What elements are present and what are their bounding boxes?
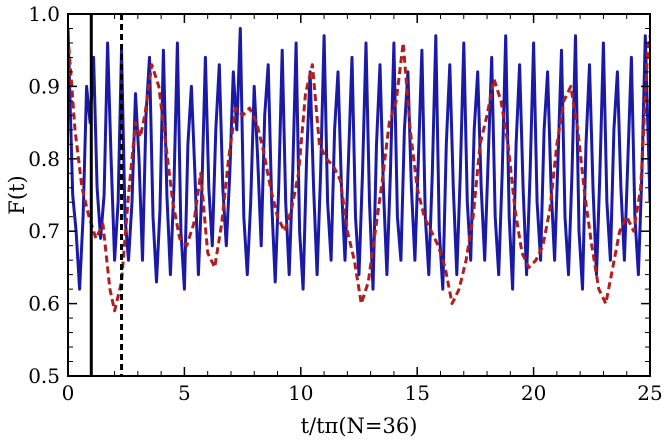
plot-frame (67, 13, 651, 377)
vertical-markers (89, 14, 124, 376)
x-tick-label: 25 (637, 381, 662, 405)
x-axis-label: t/tπ(N=36) (301, 414, 418, 438)
y-axis-label: F(t) (5, 175, 29, 214)
x-tick-label: 20 (521, 381, 546, 405)
series-layer (68, 27, 650, 313)
y-tick-label: 0.7 (28, 219, 60, 243)
y-tick-label: 0.5 (28, 364, 60, 388)
x-tick-label: 15 (404, 381, 429, 405)
dashed-series-line (68, 35, 650, 313)
x-tick-label: 0 (62, 381, 75, 405)
y-tick-label: 0.6 (28, 292, 60, 316)
y-tick-label: 1.0 (28, 2, 60, 26)
y-tick-label: 0.9 (28, 74, 60, 98)
x-tick-label: 10 (288, 381, 313, 405)
axis-ticks: 0 5 10 15 20 25 0.5 0.6 0.7 0.8 0.9 1.0 (28, 2, 663, 405)
y-tick-label: 0.8 (28, 147, 60, 171)
x-tick-label: 5 (178, 381, 191, 405)
solid-series-line (68, 27, 650, 291)
